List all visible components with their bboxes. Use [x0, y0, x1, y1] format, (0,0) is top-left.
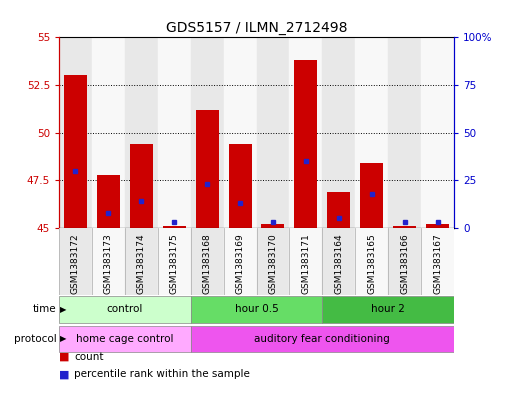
Bar [59, 228, 92, 295]
Title: GDS5157 / ILMN_2712498: GDS5157 / ILMN_2712498 [166, 21, 347, 35]
Bar [294, 60, 318, 228]
Bar [125, 37, 157, 228]
Text: GSM1383165: GSM1383165 [367, 233, 376, 294]
Bar [256, 37, 289, 228]
Bar [130, 144, 153, 228]
Bar [393, 226, 416, 228]
Bar [191, 228, 224, 295]
Text: time: time [33, 305, 56, 314]
Text: GSM1383171: GSM1383171 [301, 233, 310, 294]
Bar [64, 75, 87, 228]
Text: GSM1383172: GSM1383172 [71, 233, 80, 294]
Bar [355, 228, 388, 295]
Bar [360, 163, 383, 228]
Text: count: count [74, 352, 104, 362]
Bar [224, 228, 256, 295]
Text: GSM1383164: GSM1383164 [334, 233, 343, 294]
Bar [322, 37, 355, 228]
Bar [388, 228, 421, 295]
Bar [97, 174, 120, 228]
Bar [421, 37, 454, 228]
Bar [289, 37, 322, 228]
Bar [224, 37, 256, 228]
Text: auditory fear conditioning: auditory fear conditioning [254, 334, 390, 344]
Bar [59, 296, 191, 323]
Text: GSM1383166: GSM1383166 [400, 233, 409, 294]
Bar [228, 144, 251, 228]
Text: ■: ■ [59, 369, 69, 379]
Bar [327, 192, 350, 228]
Text: control: control [107, 305, 143, 314]
Bar [256, 228, 289, 295]
Bar [195, 110, 219, 228]
Text: ▶: ▶ [60, 305, 67, 314]
Bar [158, 228, 191, 295]
Bar [125, 228, 158, 295]
Text: ▶: ▶ [60, 334, 67, 343]
Bar [191, 326, 454, 352]
Text: home cage control: home cage control [76, 334, 173, 344]
Text: ■: ■ [59, 352, 69, 362]
Text: hour 2: hour 2 [371, 305, 405, 314]
Bar [355, 37, 388, 228]
Bar [322, 296, 454, 323]
Bar [92, 228, 125, 295]
Bar [191, 37, 224, 228]
Bar [426, 224, 449, 228]
Bar [322, 228, 355, 295]
Text: GSM1383170: GSM1383170 [268, 233, 278, 294]
Text: GSM1383167: GSM1383167 [433, 233, 442, 294]
Text: GSM1383173: GSM1383173 [104, 233, 113, 294]
Bar [388, 37, 421, 228]
Bar [157, 37, 191, 228]
Text: GSM1383175: GSM1383175 [170, 233, 179, 294]
Bar [59, 326, 191, 352]
Text: GSM1383169: GSM1383169 [235, 233, 245, 294]
Bar [289, 228, 322, 295]
Bar [421, 228, 454, 295]
Text: hour 0.5: hour 0.5 [234, 305, 279, 314]
Bar [262, 224, 285, 228]
Bar [59, 37, 92, 228]
Bar [163, 226, 186, 228]
Text: GSM1383174: GSM1383174 [137, 233, 146, 294]
Bar [191, 296, 322, 323]
Bar [92, 37, 125, 228]
Text: protocol: protocol [14, 334, 56, 344]
Text: GSM1383168: GSM1383168 [203, 233, 212, 294]
Text: percentile rank within the sample: percentile rank within the sample [74, 369, 250, 379]
